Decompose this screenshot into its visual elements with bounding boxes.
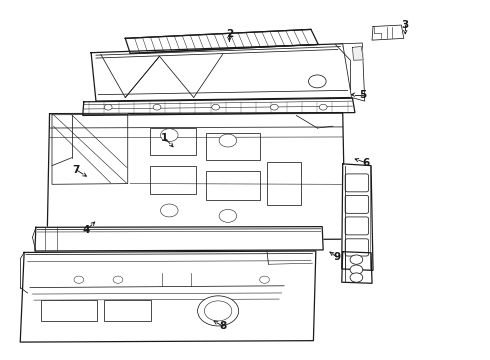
Circle shape [212, 104, 220, 110]
Text: 9: 9 [333, 252, 341, 262]
Bar [150, 166, 196, 194]
FancyBboxPatch shape [345, 217, 368, 235]
Circle shape [104, 104, 112, 110]
FancyBboxPatch shape [345, 195, 368, 213]
Text: 2: 2 [226, 29, 233, 39]
Text: 4: 4 [82, 225, 90, 235]
Circle shape [153, 104, 161, 110]
Text: 1: 1 [161, 133, 168, 143]
Text: 8: 8 [220, 321, 227, 331]
FancyBboxPatch shape [345, 239, 368, 256]
Circle shape [160, 129, 178, 141]
Polygon shape [372, 25, 404, 40]
Circle shape [160, 204, 178, 217]
Text: 6: 6 [363, 158, 370, 168]
Circle shape [309, 75, 326, 88]
Polygon shape [352, 46, 363, 60]
Polygon shape [91, 44, 352, 101]
Text: 5: 5 [360, 90, 367, 100]
Circle shape [350, 273, 363, 282]
Circle shape [319, 104, 327, 110]
Polygon shape [342, 252, 372, 283]
Circle shape [219, 210, 237, 222]
Polygon shape [125, 30, 318, 53]
Polygon shape [342, 164, 373, 270]
Circle shape [204, 301, 232, 321]
Polygon shape [83, 98, 355, 116]
Bar [267, 162, 301, 205]
Polygon shape [35, 226, 323, 251]
Polygon shape [343, 43, 365, 101]
Bar [150, 128, 196, 155]
Polygon shape [47, 113, 345, 241]
Circle shape [260, 276, 270, 283]
Circle shape [74, 276, 84, 283]
Polygon shape [20, 251, 316, 342]
Bar [41, 300, 97, 320]
Circle shape [350, 265, 363, 274]
Bar [104, 300, 151, 320]
Bar [206, 171, 260, 200]
Polygon shape [52, 114, 128, 184]
Circle shape [350, 255, 363, 264]
Circle shape [113, 276, 123, 283]
Circle shape [219, 134, 237, 147]
FancyBboxPatch shape [345, 174, 368, 192]
Circle shape [270, 104, 278, 110]
Circle shape [197, 296, 239, 326]
Text: 3: 3 [402, 20, 409, 30]
Text: 7: 7 [73, 165, 80, 175]
Bar [206, 134, 260, 160]
